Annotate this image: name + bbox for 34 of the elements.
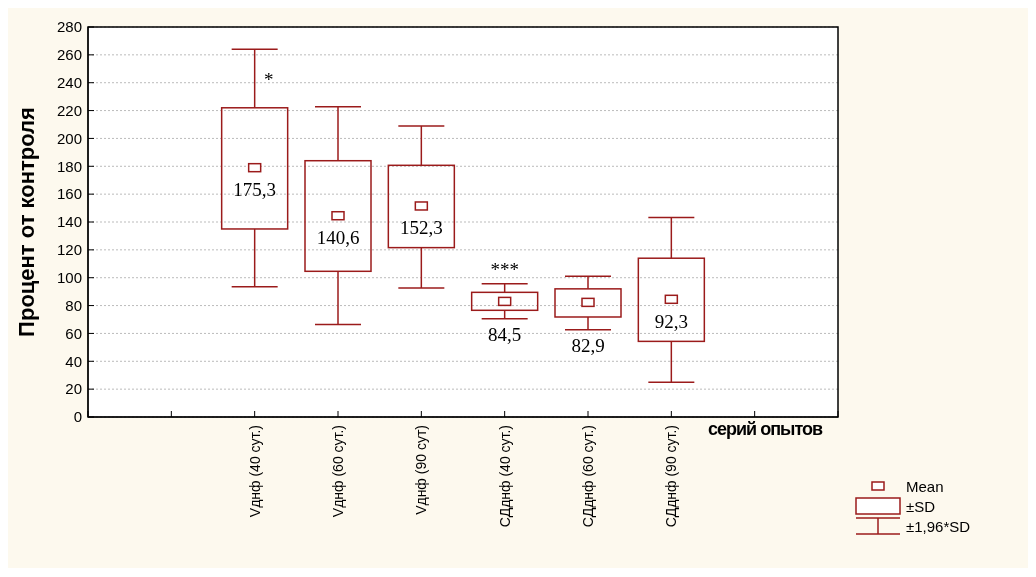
x-tick-label: СДднф (60 сут.) [580, 425, 596, 528]
annotation: 92,3 [654, 310, 688, 332]
x-axis-title: серий опытов [708, 419, 823, 439]
y-tick-label: 260 [56, 46, 82, 64]
y-tick-label: 20 [65, 380, 82, 398]
annotation: 84,5 [488, 324, 522, 346]
annotation: * [263, 68, 274, 90]
text: Mean [906, 477, 944, 495]
y-tick-label: 140 [56, 213, 82, 231]
x-tick-label: СДднф (90 сут.) [663, 425, 680, 528]
y-tick-label: 160 [56, 185, 82, 203]
annotation: *** [490, 259, 519, 281]
annotation: 140,6 [316, 227, 360, 249]
annotation: 82,9 [571, 335, 605, 357]
x-tick-label: СДднф (40 сут.) [496, 425, 513, 528]
y-tick-label: 120 [56, 241, 82, 259]
annotation: 175,3 [233, 179, 277, 201]
y-tick-label: 280 [56, 18, 82, 36]
y-tick-label: 180 [56, 157, 82, 175]
text: ±1,96*SD [906, 517, 971, 535]
y-tick-label: 0 [73, 408, 82, 426]
y-tick-label: 240 [56, 74, 82, 92]
y-tick-label: 100 [56, 269, 82, 287]
y-tick-label: 200 [56, 129, 82, 147]
y-tick-label: 60 [65, 324, 82, 342]
y-tick-label: 80 [65, 296, 82, 314]
x-tick-label: Vднф (60 сут.) [330, 425, 346, 518]
y-tick-label: 220 [56, 101, 82, 119]
y-tick-label: 40 [65, 352, 82, 370]
text: ±SD [906, 497, 936, 515]
x-tick-label: Vднф (90 сут) [413, 425, 430, 515]
annotation: 152,3 [399, 217, 443, 239]
x-tick-label: Vднф (40 сут.) [246, 425, 263, 518]
y-axis-title: Процент от контроля [13, 107, 39, 337]
